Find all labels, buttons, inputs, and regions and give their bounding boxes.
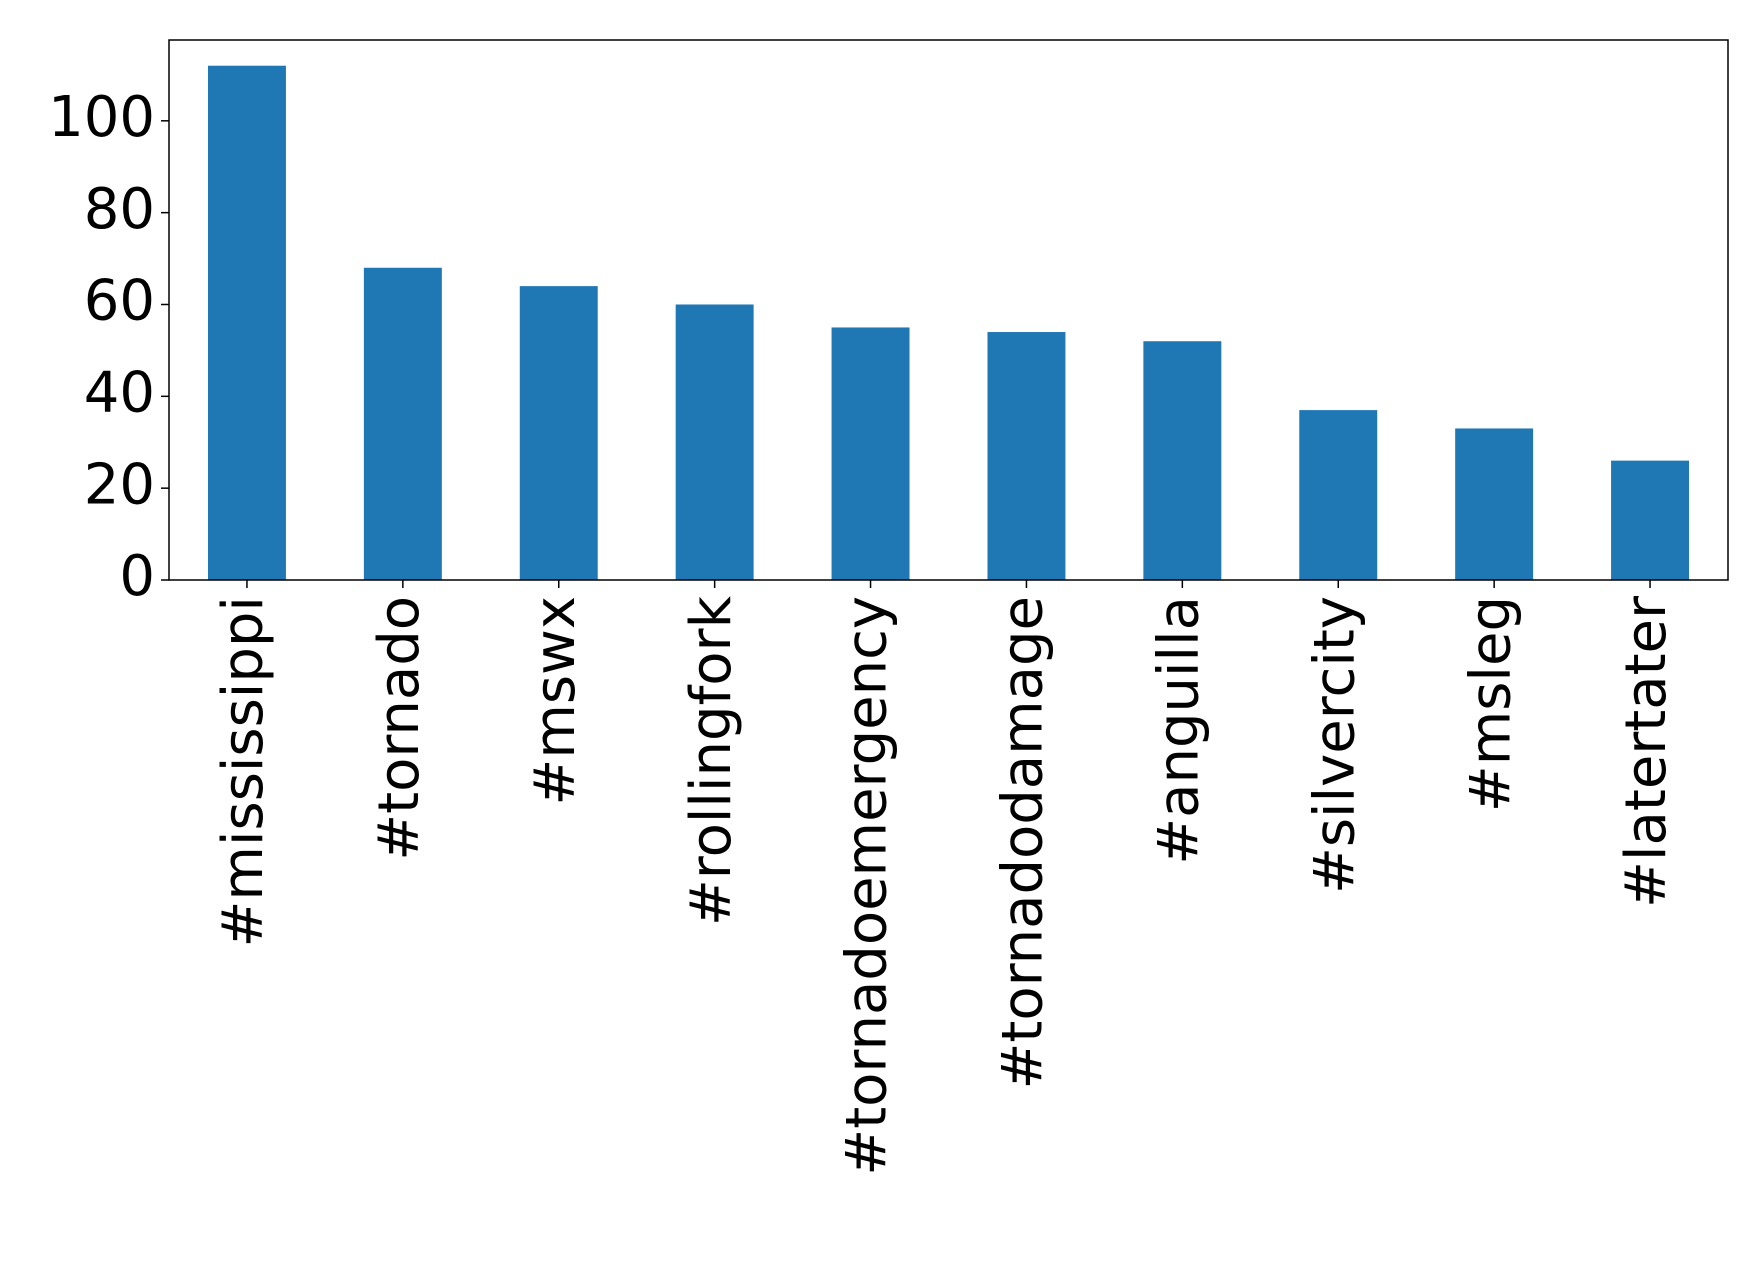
x-tick-label: #msleg <box>1458 596 1523 812</box>
x-tick-label: #anguilla <box>1146 596 1211 865</box>
bar <box>675 304 754 580</box>
x-tick-label: #silvercity <box>1302 596 1367 894</box>
bar <box>1143 341 1222 580</box>
x-tick-label: #mississippi <box>211 596 276 948</box>
x-tick-label: #mswx <box>523 596 588 806</box>
bar <box>519 286 598 580</box>
x-tick-label: #tornadoemergency <box>835 596 900 1176</box>
x-tick-label: #latertater <box>1614 595 1679 908</box>
bar <box>363 267 442 580</box>
x-tick-label: #rollingfork <box>679 595 744 926</box>
x-tick-label: #tornado <box>367 596 432 861</box>
bar <box>1455 428 1534 580</box>
x-tick-label: #tornadodamage <box>991 596 1056 1090</box>
bar <box>1611 460 1690 580</box>
y-tick-label: 100 <box>48 85 155 150</box>
bar <box>831 327 910 580</box>
bar <box>1299 410 1378 580</box>
y-tick-label: 80 <box>84 177 155 242</box>
bar <box>207 65 286 580</box>
y-tick-label: 60 <box>84 269 155 334</box>
y-tick-label: 20 <box>84 452 155 517</box>
bar <box>987 332 1066 580</box>
y-tick-label: 40 <box>84 360 155 425</box>
y-tick-label: 0 <box>119 544 155 609</box>
plot-frame <box>168 39 1729 581</box>
